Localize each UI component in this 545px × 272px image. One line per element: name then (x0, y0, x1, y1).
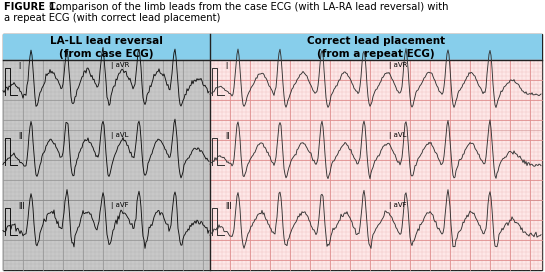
Bar (210, 60, 542, 270)
Text: | aVL: | aVL (389, 132, 407, 139)
Text: | aVR: | aVR (111, 62, 129, 69)
Text: I: I (18, 62, 20, 71)
Bar (3, 60, 210, 270)
Text: Comparison of the limb leads from the case ECG (with LA-RA lead reversal) with: Comparison of the limb leads from the ca… (46, 2, 449, 12)
Text: Correct lead placement
(from a repeat ECG): Correct lead placement (from a repeat EC… (307, 36, 445, 59)
Text: FIGURE 1.: FIGURE 1. (4, 2, 59, 12)
Text: II: II (18, 132, 22, 141)
Text: LA-LL lead reversal
(from case ECG): LA-LL lead reversal (from case ECG) (50, 36, 163, 59)
Text: III: III (225, 202, 232, 211)
Text: I: I (225, 62, 227, 71)
Text: | aVL: | aVL (111, 132, 128, 139)
Text: a repeat ECG (with correct lead placement): a repeat ECG (with correct lead placemen… (4, 13, 220, 23)
Text: | aVF: | aVF (389, 202, 407, 209)
Text: | aVF: | aVF (111, 202, 128, 209)
Text: III: III (18, 202, 25, 211)
Bar (3, 34, 210, 60)
Text: | aVR: | aVR (389, 62, 408, 69)
Bar (210, 34, 542, 60)
Text: II: II (225, 132, 229, 141)
Bar (3, 34, 542, 270)
